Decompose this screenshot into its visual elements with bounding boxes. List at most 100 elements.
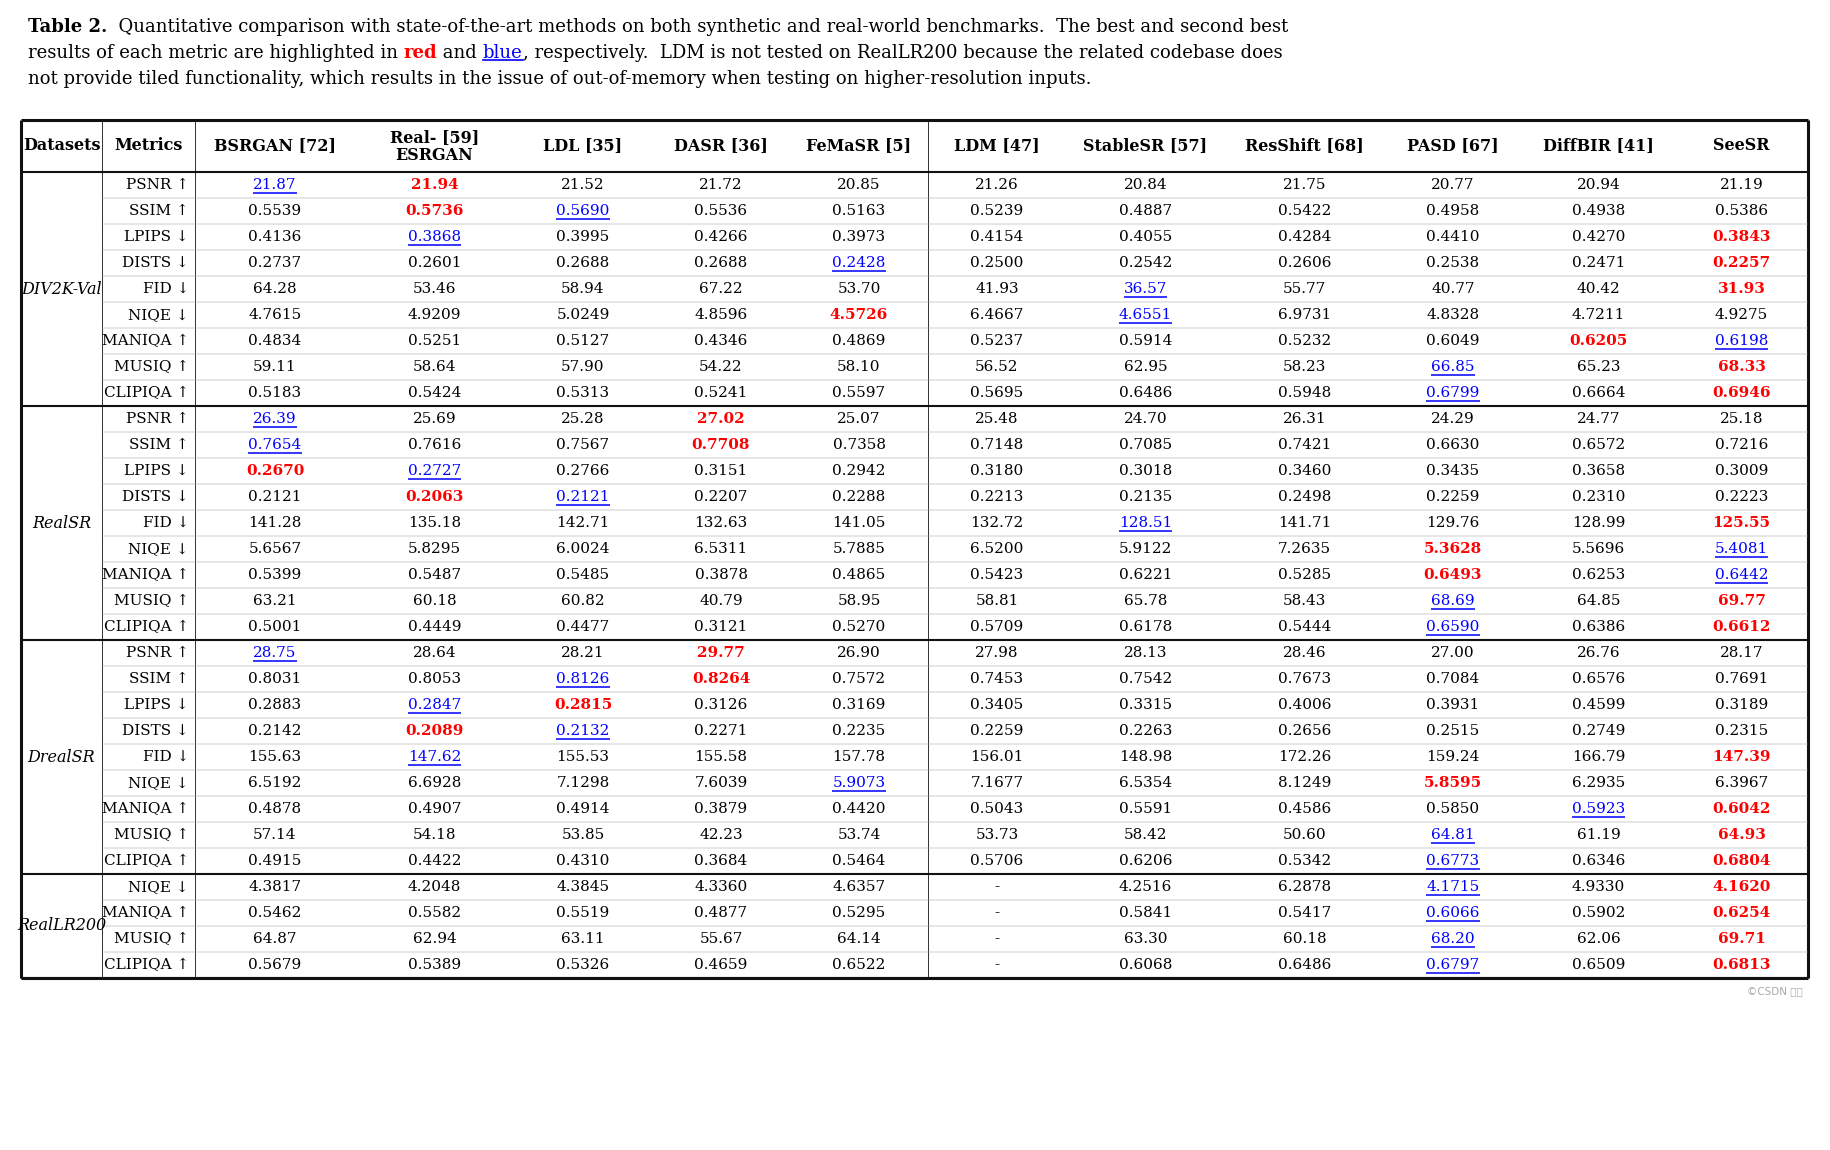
Text: Real- [59]: Real- [59] xyxy=(390,130,479,146)
Text: 0.5709: 0.5709 xyxy=(970,620,1023,634)
Text: 40.77: 40.77 xyxy=(1431,282,1475,296)
Text: 0.6522: 0.6522 xyxy=(833,958,886,972)
Text: 24.29: 24.29 xyxy=(1431,412,1475,426)
Text: 0.6509: 0.6509 xyxy=(1572,958,1625,972)
Text: 6.4667: 6.4667 xyxy=(970,308,1023,322)
Text: 0.4915: 0.4915 xyxy=(249,854,302,868)
Text: 0.5127: 0.5127 xyxy=(556,334,609,348)
Text: 0.7085: 0.7085 xyxy=(1118,438,1171,452)
Text: 68.20: 68.20 xyxy=(1431,932,1475,946)
Text: 0.2121: 0.2121 xyxy=(556,490,609,504)
Text: 0.2259: 0.2259 xyxy=(1426,490,1480,504)
Text: 0.4834: 0.4834 xyxy=(249,334,302,348)
Text: 4.3360: 4.3360 xyxy=(694,880,748,894)
Text: 0.5519: 0.5519 xyxy=(556,906,609,920)
Text: 0.4310: 0.4310 xyxy=(556,854,609,868)
Text: 64.93: 64.93 xyxy=(1718,828,1766,842)
Text: LDL [35]: LDL [35] xyxy=(544,138,622,154)
Text: 0.6486: 0.6486 xyxy=(1277,958,1330,972)
Text: 0.5424: 0.5424 xyxy=(408,386,461,400)
Text: 6.2935: 6.2935 xyxy=(1572,776,1625,790)
Text: LPIPS ↓: LPIPS ↓ xyxy=(124,230,188,244)
Text: 28.46: 28.46 xyxy=(1283,646,1327,660)
Text: SeeSR: SeeSR xyxy=(1713,138,1770,154)
Text: -: - xyxy=(994,880,999,894)
Text: 147.62: 147.62 xyxy=(408,750,461,764)
Text: 128.51: 128.51 xyxy=(1118,516,1173,530)
Text: 0.5487: 0.5487 xyxy=(408,568,461,582)
Text: 6.3967: 6.3967 xyxy=(1715,776,1768,790)
Text: 0.6178: 0.6178 xyxy=(1118,620,1173,634)
Text: , respectively.  LDM is not tested on RealLR200 because the related codebase doe: , respectively. LDM is not tested on Rea… xyxy=(523,44,1283,62)
Text: 24.77: 24.77 xyxy=(1577,412,1620,426)
Text: red: red xyxy=(404,44,437,62)
Text: 0.2271: 0.2271 xyxy=(694,724,748,738)
Text: 0.5444: 0.5444 xyxy=(1277,620,1330,634)
Text: 156.01: 156.01 xyxy=(970,750,1023,764)
Text: DiffBIR [41]: DiffBIR [41] xyxy=(1543,138,1654,154)
Text: 58.94: 58.94 xyxy=(562,282,604,296)
Text: 62.95: 62.95 xyxy=(1124,360,1168,374)
Text: 0.8264: 0.8264 xyxy=(692,672,750,687)
Text: 132.63: 132.63 xyxy=(694,516,748,530)
Text: 0.2500: 0.2500 xyxy=(970,256,1023,270)
Text: 66.85: 66.85 xyxy=(1431,360,1475,374)
Text: CLIPIQA ↑: CLIPIQA ↑ xyxy=(104,386,188,400)
Text: 0.7216: 0.7216 xyxy=(1715,438,1768,452)
Text: 0.5163: 0.5163 xyxy=(833,204,886,218)
Text: 5.5696: 5.5696 xyxy=(1572,542,1625,555)
Text: 148.98: 148.98 xyxy=(1118,750,1173,764)
Text: Quantitative comparison with state-of-the-art methods on both synthetic and real: Quantitative comparison with state-of-th… xyxy=(108,18,1288,36)
Text: 0.4266: 0.4266 xyxy=(694,230,748,244)
Text: 0.8126: 0.8126 xyxy=(556,672,609,687)
Text: 0.4914: 0.4914 xyxy=(556,802,609,816)
Text: 0.5591: 0.5591 xyxy=(1118,802,1173,816)
Text: 57.14: 57.14 xyxy=(253,828,296,842)
Text: 6.0024: 6.0024 xyxy=(556,542,609,555)
Text: 63.11: 63.11 xyxy=(562,932,604,946)
Text: 0.6386: 0.6386 xyxy=(1572,620,1625,634)
Text: 0.6066: 0.6066 xyxy=(1426,906,1480,920)
Text: 68.33: 68.33 xyxy=(1718,360,1766,374)
Text: 0.2257: 0.2257 xyxy=(1713,256,1771,270)
Text: 0.6221: 0.6221 xyxy=(1118,568,1173,582)
Text: 0.2542: 0.2542 xyxy=(1118,256,1173,270)
Text: 6.5354: 6.5354 xyxy=(1118,776,1171,790)
Text: 4.3845: 4.3845 xyxy=(556,880,609,894)
Text: 64.85: 64.85 xyxy=(1577,595,1620,608)
Text: 0.4659: 0.4659 xyxy=(694,958,748,972)
Text: 26.31: 26.31 xyxy=(1283,412,1327,426)
Text: ESRGAN: ESRGAN xyxy=(395,147,474,164)
Text: 28.13: 28.13 xyxy=(1124,646,1168,660)
Text: SSIM ↑: SSIM ↑ xyxy=(130,204,188,218)
Text: 25.69: 25.69 xyxy=(414,412,456,426)
Text: 0.6042: 0.6042 xyxy=(1713,802,1771,816)
Text: 0.6572: 0.6572 xyxy=(1572,438,1625,452)
Text: 26.39: 26.39 xyxy=(253,412,296,426)
Text: 0.6946: 0.6946 xyxy=(1713,386,1771,400)
Text: 0.7453: 0.7453 xyxy=(970,672,1023,687)
Text: RealSR: RealSR xyxy=(31,514,92,531)
Text: 0.2766: 0.2766 xyxy=(556,463,609,478)
Text: 7.6039: 7.6039 xyxy=(694,776,748,790)
Text: 53.70: 53.70 xyxy=(838,282,880,296)
Text: 28.17: 28.17 xyxy=(1720,646,1764,660)
Text: 36.57: 36.57 xyxy=(1124,282,1168,296)
Text: 0.5923: 0.5923 xyxy=(1572,802,1625,816)
Text: 0.4420: 0.4420 xyxy=(833,802,886,816)
Text: SSIM ↑: SSIM ↑ xyxy=(130,672,188,687)
Text: blue: blue xyxy=(483,44,523,62)
Text: 0.4055: 0.4055 xyxy=(1118,230,1173,244)
Text: 0.3151: 0.3151 xyxy=(694,463,748,478)
Text: 0.5295: 0.5295 xyxy=(833,906,886,920)
Text: 0.2288: 0.2288 xyxy=(833,490,886,504)
Text: 60.82: 60.82 xyxy=(562,595,604,608)
Text: 0.2063: 0.2063 xyxy=(404,490,463,504)
Text: 0.2601: 0.2601 xyxy=(408,256,461,270)
Text: 65.78: 65.78 xyxy=(1124,595,1168,608)
Text: Table 2.: Table 2. xyxy=(27,18,108,36)
Text: 0.5251: 0.5251 xyxy=(408,334,461,348)
Text: 5.9073: 5.9073 xyxy=(833,776,886,790)
Text: 0.3180: 0.3180 xyxy=(970,463,1023,478)
Text: BSRGAN [72]: BSRGAN [72] xyxy=(214,138,337,154)
